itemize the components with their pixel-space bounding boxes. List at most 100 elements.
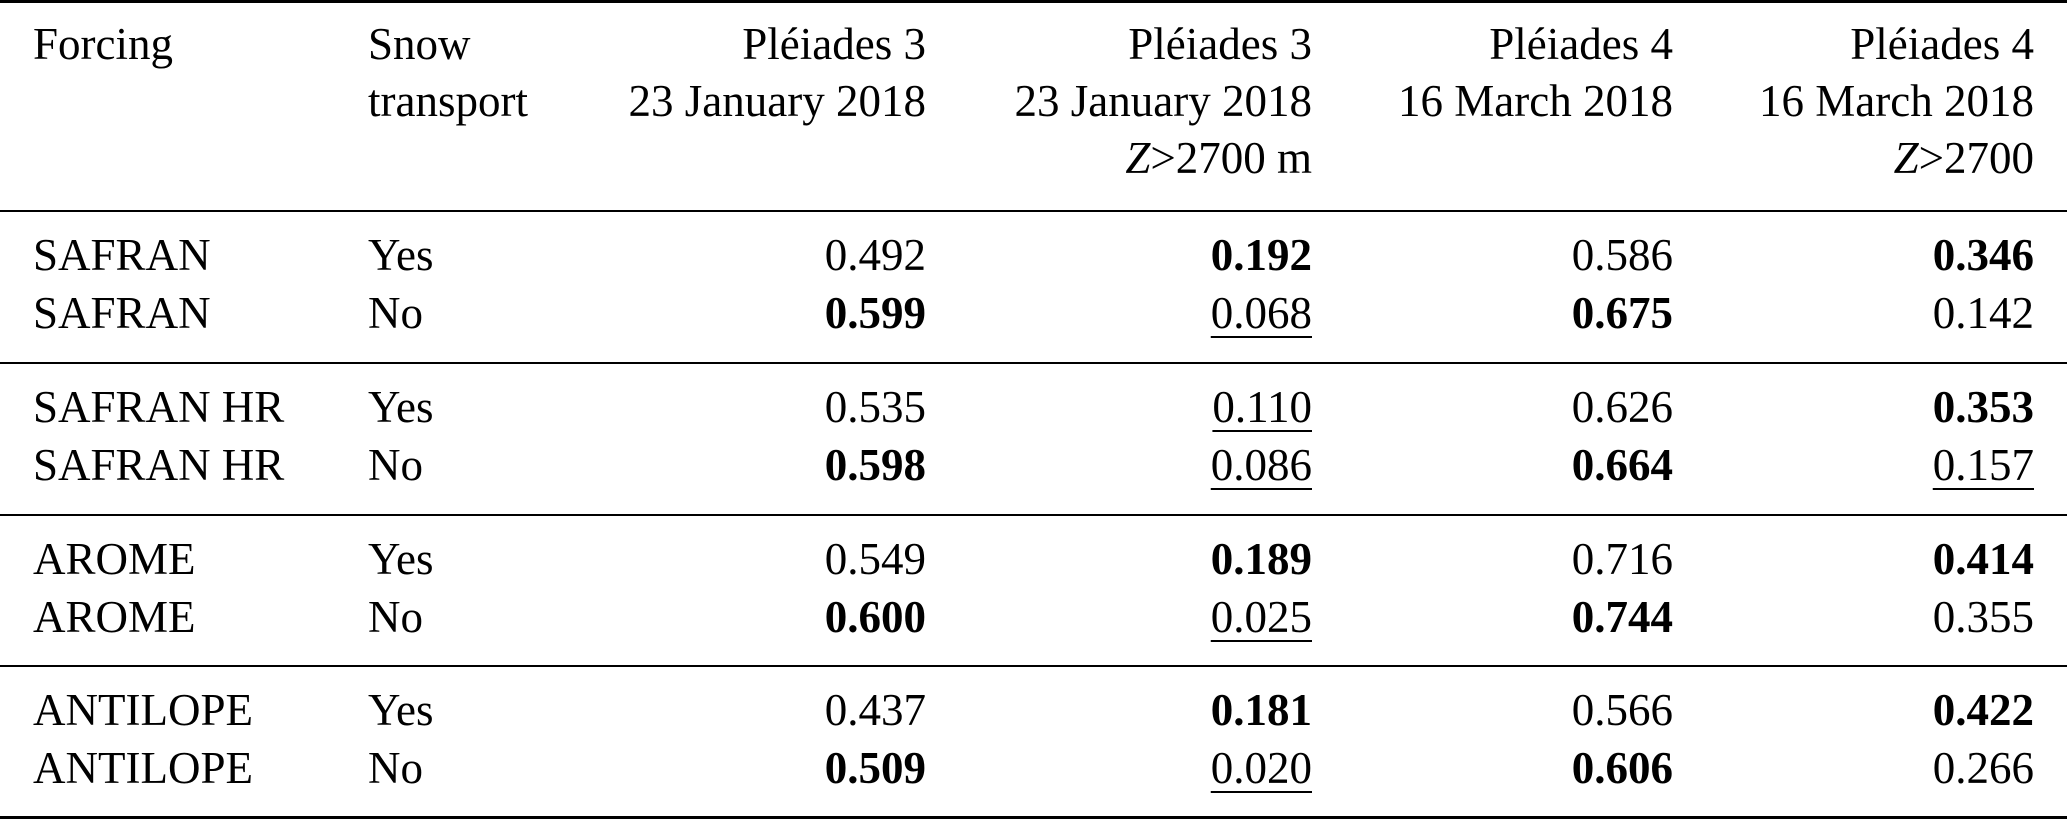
snow-transport-cell: Yes (368, 226, 433, 284)
score-value: 0.437 (824, 685, 926, 735)
header-col4-condition: Z>2700 (1759, 130, 2034, 187)
header-col4-line-1: Pléiades 4 (1850, 19, 2034, 69)
score-value: 0.355 (1932, 592, 2034, 642)
score-value: 0.192 (1210, 230, 1312, 280)
score-cell-c1: 0.599 (825, 284, 926, 342)
score-value: 0.346 (1932, 230, 2034, 280)
score-value: 0.353 (1932, 382, 2034, 432)
snow-transport-cell: No (368, 739, 423, 797)
header-col1-line-1: Pléiades 3 (742, 19, 926, 69)
header-col2-cond-op: > (1150, 133, 1176, 183)
header-col2-cond-val: 2700 m (1175, 133, 1312, 183)
forcing-cell: SAFRAN HR (33, 436, 284, 494)
score-value: 0.025 (1210, 592, 1312, 642)
score-cell-c2: 0.086 (1211, 436, 1312, 494)
snow-transport-cell: No (368, 284, 423, 342)
score-cell-c2: 0.110 (1212, 378, 1312, 436)
header-col3-line-2: 16 March 2018 (1398, 76, 1673, 126)
header-col4: Pléiades 4 16 March 2018 Z>2700 (1759, 16, 2034, 187)
score-cell-c1: 0.509 (825, 739, 926, 797)
forcing-cell: SAFRAN HR (33, 378, 284, 436)
forcing-cell: ANTILOPE (33, 681, 253, 739)
snow-transport-cell: Yes (368, 681, 433, 739)
score-value: 0.422 (1932, 685, 2034, 735)
forcing-cell: SAFRAN (33, 226, 211, 284)
header-col1-line-2: 23 January 2018 (628, 76, 926, 126)
score-cell-c3: 0.744 (1572, 588, 1673, 646)
score-value: 0.566 (1571, 685, 1673, 735)
snow-transport-value: Yes (368, 685, 434, 735)
score-cell-c4: 0.422 (1933, 681, 2034, 739)
snow-transport-value: Yes (368, 382, 434, 432)
group-rule-3 (0, 665, 2067, 667)
score-value: 0.626 (1571, 382, 1673, 432)
score-value: 0.181 (1210, 685, 1312, 735)
header-col2: Pléiades 3 23 January 2018 Z>2700 m (1015, 16, 1312, 187)
snow-transport-cell: No (368, 588, 423, 646)
score-cell-c2: 0.020 (1211, 739, 1312, 797)
score-value: 0.598 (824, 440, 926, 490)
score-value: 0.110 (1212, 382, 1312, 432)
forcing-value: ANTILOPE (33, 743, 253, 793)
score-value: 0.549 (824, 534, 926, 584)
forcing-value: ANTILOPE (33, 685, 253, 735)
forcing-value: SAFRAN (33, 288, 211, 338)
header-col2-line-1: Pléiades 3 (1128, 19, 1312, 69)
score-value: 0.664 (1571, 440, 1673, 490)
group-rule-1 (0, 362, 2067, 364)
score-cell-c4: 0.142 (1933, 284, 2034, 342)
forcing-value: SAFRAN (33, 230, 211, 280)
score-cell-c3: 0.566 (1572, 681, 1673, 739)
score-cell-c4: 0.355 (1933, 588, 2034, 646)
score-value: 0.744 (1571, 592, 1673, 642)
score-cell-c2: 0.189 (1211, 530, 1312, 588)
score-value: 0.509 (824, 743, 926, 793)
header-col3-line-1: Pléiades 4 (1489, 19, 1673, 69)
score-cell-c1: 0.600 (825, 588, 926, 646)
score-value: 0.606 (1571, 743, 1673, 793)
score-cell-c2: 0.192 (1211, 226, 1312, 284)
forcing-value: AROME (33, 592, 196, 642)
score-cell-c4: 0.346 (1933, 226, 2034, 284)
score-value: 0.189 (1210, 534, 1312, 584)
score-value: 0.266 (1932, 743, 2034, 793)
score-value: 0.716 (1571, 534, 1673, 584)
snow-transport-cell: No (368, 436, 423, 494)
score-cell-c1: 0.492 (825, 226, 926, 284)
score-value: 0.020 (1210, 743, 1312, 793)
header-col4-cond-val: 2700 (1944, 133, 2034, 183)
forcing-value: SAFRAN HR (33, 440, 285, 490)
score-cell-c1: 0.549 (825, 530, 926, 588)
header-col3: Pléiades 4 16 March 2018 (1398, 16, 1673, 130)
forcing-value: AROME (33, 534, 196, 584)
header-forcing-label: Forcing (33, 19, 173, 69)
score-cell-c3: 0.586 (1572, 226, 1673, 284)
score-value: 0.414 (1932, 534, 2034, 584)
forcing-value: SAFRAN HR (33, 382, 285, 432)
score-value: 0.086 (1210, 440, 1312, 490)
header-col2-line-2: 23 January 2018 (1014, 76, 1312, 126)
score-cell-c1: 0.535 (825, 378, 926, 436)
forcing-cell: ANTILOPE (33, 739, 253, 797)
score-cell-c1: 0.437 (825, 681, 926, 739)
score-value: 0.492 (824, 230, 926, 280)
score-cell-c4: 0.266 (1933, 739, 2034, 797)
header-col4-cond-op: > (1918, 133, 1944, 183)
snow-transport-value: No (368, 440, 423, 490)
score-value: 0.599 (824, 288, 926, 338)
score-value: 0.586 (1571, 230, 1673, 280)
score-cell-c2: 0.068 (1211, 284, 1312, 342)
header-col1: Pléiades 3 23 January 2018 (629, 16, 926, 130)
bottom-rule (0, 816, 2067, 819)
header-col2-condition: Z>2700 m (1015, 130, 1312, 187)
group-rule-2 (0, 514, 2067, 516)
score-cell-c3: 0.626 (1572, 378, 1673, 436)
snow-transport-value: No (368, 592, 423, 642)
score-value: 0.157 (1932, 440, 2034, 490)
top-rule (0, 0, 2067, 3)
score-cell-c3: 0.606 (1572, 739, 1673, 797)
score-value: 0.600 (824, 592, 926, 642)
score-value: 0.142 (1932, 288, 2034, 338)
header-snow-transport: Snow transport (368, 16, 528, 130)
